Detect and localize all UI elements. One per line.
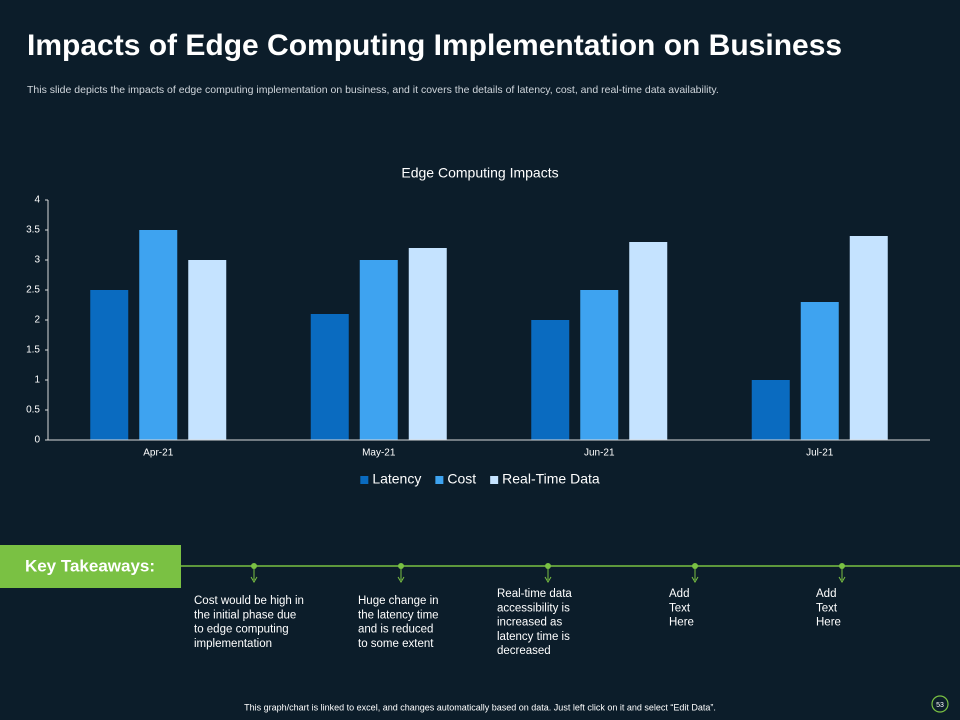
takeaway-text: to edge computing	[194, 624, 289, 636]
takeaway-text: Real-time data	[497, 588, 572, 600]
timeline-arrowhead	[544, 576, 552, 583]
takeaway-text: latency time is	[497, 631, 570, 643]
bar	[849, 236, 888, 440]
takeaway-text: Add	[816, 588, 836, 600]
takeaway-text: accessibility is	[497, 602, 570, 614]
bar	[531, 320, 570, 440]
bar	[139, 230, 178, 440]
y-tick-label: 0.5	[26, 405, 40, 416]
slide-title: Impacts of Edge Computing Implementation…	[27, 29, 842, 62]
page-number: 53	[936, 702, 944, 709]
y-tick-label: 1.5	[26, 345, 40, 356]
takeaway-text: the latency time	[358, 609, 439, 621]
y-tick-label: 3	[34, 255, 40, 266]
legend-swatch	[435, 476, 444, 484]
legend-swatch	[490, 476, 499, 484]
timeline-arrowhead	[838, 576, 846, 583]
bar	[310, 314, 349, 440]
bar	[90, 290, 129, 440]
x-tick-label: May-21	[362, 448, 396, 459]
takeaway-text: Here	[816, 617, 841, 629]
bar	[408, 248, 447, 440]
slide-subtitle: This slide depicts the impacts of edge c…	[27, 84, 719, 96]
y-tick-label: 2.5	[26, 285, 40, 296]
bar	[188, 260, 227, 440]
x-tick-label: Jul-21	[806, 448, 834, 459]
y-tick-label: 3.5	[26, 225, 40, 236]
takeaway-text: Here	[669, 617, 694, 629]
legend-label: Cost	[447, 471, 476, 487]
legend-label: Latency	[372, 471, 421, 487]
bar	[751, 380, 790, 440]
bar	[359, 260, 398, 440]
takeaway-text: the initial phase due	[194, 609, 296, 621]
takeaway-text: and is reduced	[358, 624, 433, 636]
footer-note: This graph/chart is linked to excel, and…	[244, 702, 716, 712]
takeaway-text: Add	[669, 588, 689, 600]
x-tick-label: Jun-21	[584, 448, 615, 459]
takeaway-text: Text	[669, 602, 691, 614]
timeline-arrowhead	[250, 576, 258, 583]
takeaway-text: decreased	[497, 645, 551, 657]
chart-title: Edge Computing Impacts	[401, 165, 558, 181]
y-tick-label: 4	[34, 195, 40, 206]
bar	[629, 242, 668, 440]
x-tick-label: Apr-21	[143, 448, 173, 459]
takeaway-text: implementation	[194, 638, 272, 650]
takeaway-text: to some extent	[358, 638, 434, 650]
y-tick-label: 1	[34, 375, 40, 386]
takeaways-box	[0, 545, 181, 588]
bar	[800, 302, 839, 440]
timeline-arrowhead	[397, 576, 405, 583]
timeline-arrowhead	[691, 576, 699, 583]
takeaway-text: Text	[816, 602, 838, 614]
bar	[580, 290, 619, 440]
takeaway-text: Huge change in	[358, 595, 439, 607]
page-icon	[931, 695, 949, 713]
takeaway-text: Cost would be high in	[194, 595, 304, 607]
takeaways-label: Key Takeaways:	[25, 556, 155, 575]
takeaway-text: increased as	[497, 617, 562, 629]
legend-label: Real-Time Data	[502, 471, 600, 487]
legend-swatch	[360, 476, 369, 484]
y-tick-label: 0	[34, 435, 40, 446]
y-tick-label: 2	[34, 315, 40, 326]
